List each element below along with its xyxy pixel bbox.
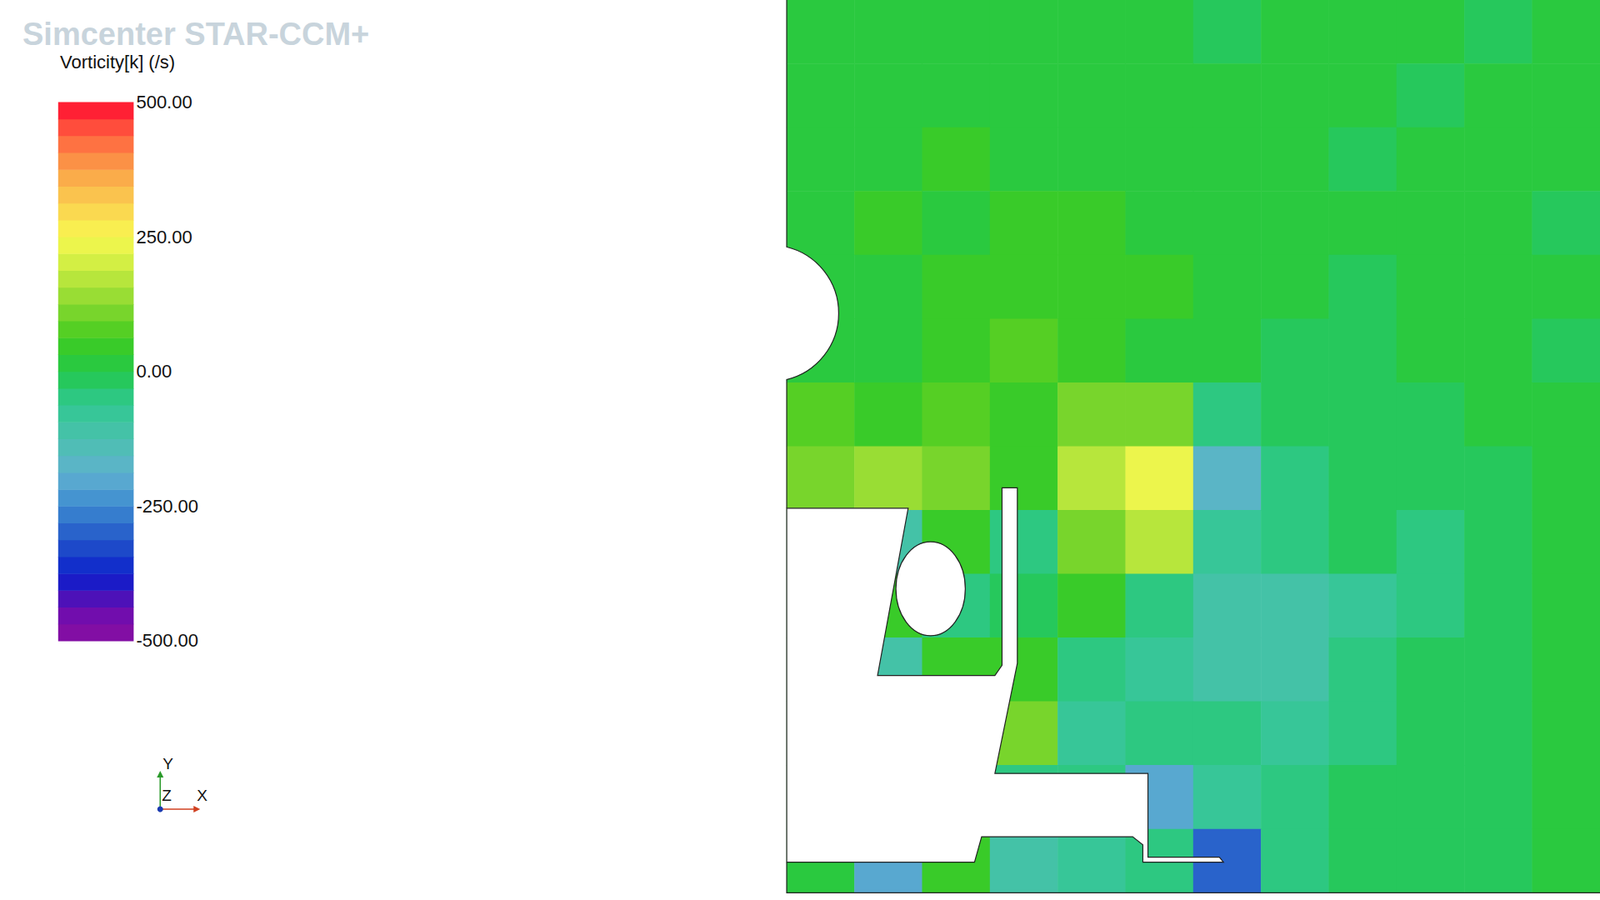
- svg-text:0.00: 0.00: [135, 360, 172, 382]
- svg-text:X: X: [196, 786, 208, 805]
- svg-text:250.00: 250.00: [135, 226, 192, 248]
- svg-text:500.00: 500.00: [135, 91, 192, 113]
- svg-text:-250.00: -250.00: [135, 495, 199, 517]
- svg-text:Z: Z: [161, 786, 172, 805]
- svg-text:Vorticity[k] (/s): Vorticity[k] (/s): [60, 51, 175, 73]
- svg-text:Simcenter STAR-CCM+: Simcenter STAR-CCM+: [22, 16, 370, 52]
- svg-text:-500.00: -500.00: [135, 630, 199, 651]
- svg-text:Y: Y: [162, 755, 174, 773]
